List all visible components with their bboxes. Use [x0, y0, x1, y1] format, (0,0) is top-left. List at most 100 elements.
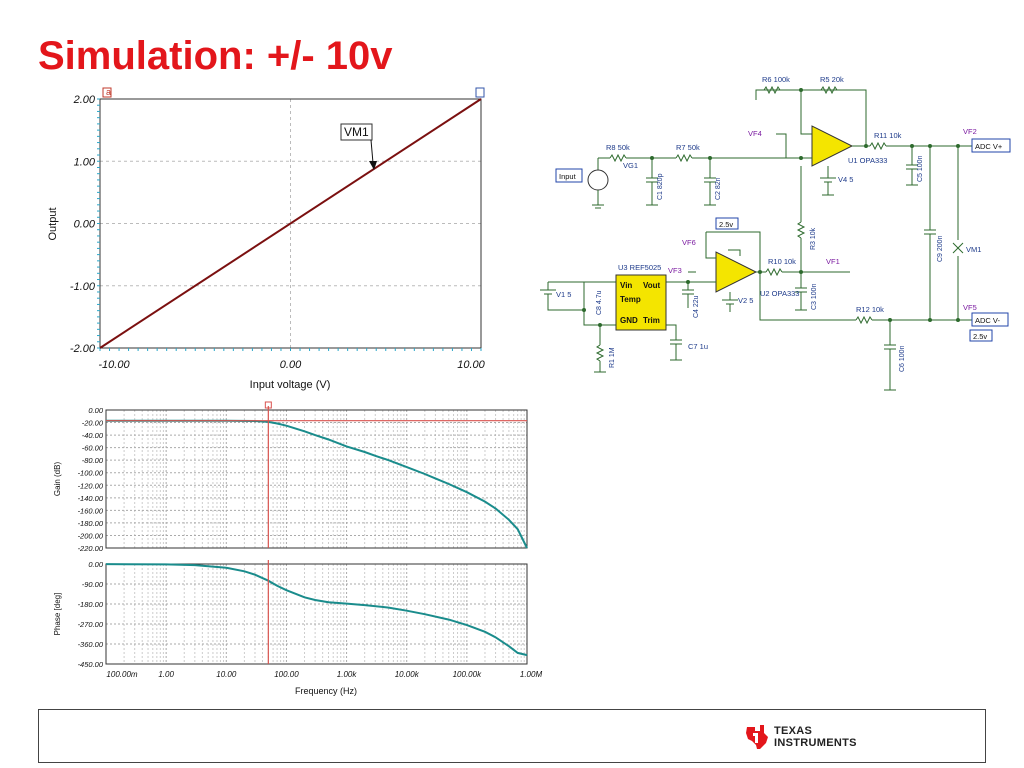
label-r3: R3 10k — [810, 227, 817, 250]
label-v2: V2 5 — [738, 296, 753, 305]
label-vf4: VF4 — [748, 129, 762, 138]
vm1-series-line — [99, 98, 482, 349]
label-vm1-schematic: VM1 — [966, 245, 981, 254]
y-tick-label: -60.00 — [82, 444, 104, 453]
label-c4: C4 22u — [693, 295, 700, 318]
pin-vin: Vin — [620, 281, 632, 290]
vm1-annotation: VM1 — [340, 123, 377, 170]
label-u3: U3 REF5025 — [618, 263, 661, 272]
label-c8: C8 4.7u — [596, 290, 603, 315]
label-vf6: VF6 — [682, 238, 696, 247]
gain-cursor[interactable] — [106, 401, 527, 548]
label-c9: C9 200n — [937, 235, 944, 262]
label-vf1: VF1 — [826, 257, 840, 266]
label-adc-vminus: ADC V- — [975, 316, 1001, 325]
phase-chart-ticks: 0.00-90.00-180.00-270.00-360.00-450.0010… — [78, 560, 543, 679]
y-tick-label: -20.00 — [82, 419, 104, 428]
footer-box — [38, 709, 986, 763]
label-r8: R8 50k — [606, 143, 630, 152]
y-tick-label: 0.00 — [88, 406, 103, 415]
x-tick-label: 100.00 — [274, 670, 299, 679]
cursor-handle[interactable] — [264, 401, 272, 409]
vm1-annotation-label: VM1 — [344, 125, 369, 139]
gain-chart-ylabel: Gain (dB) — [53, 462, 62, 497]
x-tick-label: 10.00k — [395, 670, 420, 679]
y-tick-label: -160.00 — [78, 506, 104, 515]
label-c6: C6 100n — [899, 345, 906, 372]
dc-x-tick-label: 0.00 — [280, 359, 302, 371]
y-tick-label: -100.00 — [78, 469, 104, 478]
label-c5: C5 100n — [917, 155, 924, 182]
slide-title: Simulation: +/- 10v — [38, 34, 393, 78]
label-r7: R7 50k — [676, 143, 700, 152]
dc-chart-ylabel: Output — [47, 207, 59, 240]
label-r10: R10 10k — [768, 257, 796, 266]
dc-y-tick-label: 2.00 — [73, 94, 96, 106]
pin-gnd: GND — [620, 316, 638, 325]
phase-series-line — [105, 563, 528, 657]
label-vf2: VF2 — [963, 127, 977, 136]
label-c1: C1 820p — [657, 173, 664, 200]
dc-chart-cursors: a — [102, 87, 485, 98]
label-adc-vplus: ADC V+ — [975, 142, 1003, 151]
x-tick-label: 100.00m — [106, 670, 137, 679]
x-tick-label: 1.00k — [337, 670, 358, 679]
x-tick-label: 1.00M — [520, 670, 543, 679]
y-tick-label: -200.00 — [78, 531, 104, 540]
label-input: Input — [559, 172, 577, 181]
label-vg1: VG1 — [623, 161, 638, 170]
label-vf5: VF5 — [963, 303, 977, 312]
schematic-wires — [540, 85, 972, 391]
frequency-axis-label: Frequency (Hz) — [295, 686, 357, 696]
dc-x-tick-label: -10.00 — [98, 359, 130, 371]
ti-wordmark-line-2: INSTRUMENTS — [774, 737, 857, 749]
pin-temp: Temp — [620, 295, 641, 304]
x-tick-label: 10.00 — [216, 670, 237, 679]
dc-chart-xlabel: Input voltage (V) — [250, 379, 331, 391]
label-v1: V1 5 — [556, 290, 571, 299]
vm1-voltmeter-icon — [952, 242, 964, 254]
dc-y-tick-label: -2.00 — [70, 343, 96, 355]
label-r6: R6 100k — [762, 75, 790, 84]
y-tick-label: -40.00 — [82, 431, 104, 440]
dc-y-tick-label: -1.00 — [70, 281, 96, 293]
y-tick-label: -450.00 — [78, 660, 104, 669]
pin-trim: Trim — [643, 316, 660, 325]
label-r12: R12 10k — [856, 305, 884, 314]
ref5025-chip[interactable] — [615, 274, 667, 331]
y-tick-label: -90.00 — [82, 580, 104, 589]
texas-instruments-logo: TEXAS INSTRUMENTS — [744, 722, 857, 752]
junction-dots — [582, 88, 960, 327]
gain-chart-ticks: 0.00 -20.00 -40.00 -60.00 -80.00 -100.00 -120.… — [78, 406, 104, 553]
cursor-b-marker[interactable] — [475, 87, 485, 98]
x-tick-label: 100.00k — [453, 670, 482, 679]
cursor-a-marker[interactable]: a — [106, 87, 111, 97]
label-vf3: VF3 — [668, 266, 682, 275]
phase-chart-grid — [105, 563, 527, 665]
y-tick-label: 0.00 — [88, 560, 103, 569]
pin-vout: Vout — [643, 281, 661, 290]
label-r11: R11 10k — [874, 131, 902, 140]
dc-y-tick-label: 0.00 — [74, 219, 96, 231]
dc-y-tick-label: 1.00 — [74, 156, 96, 168]
phase-chart-frame — [105, 563, 528, 665]
ti-state-icon — [746, 725, 768, 749]
y-tick-label: -270.00 — [78, 620, 104, 629]
y-tick-label: -180.00 — [78, 600, 104, 609]
gain-chart-grid — [105, 409, 527, 549]
label-adcm-2v5: 2.5v — [973, 332, 987, 341]
gain-chart-frame — [105, 409, 528, 549]
label-v4: V4 5 — [838, 175, 853, 184]
x-tick-label: 1.00 — [158, 670, 174, 679]
y-tick-label: -220.00 — [78, 544, 104, 553]
label-u2: U2 OPA333 — [760, 289, 799, 298]
label-r1: R1 1M — [609, 347, 616, 368]
label-ref-2v5: 2.5v — [719, 220, 733, 229]
phase-chart-ylabel: Phase [deg] — [53, 593, 62, 636]
y-tick-label: -80.00 — [82, 456, 104, 465]
gain-series-line — [106, 419, 528, 549]
dc-chart-ticks: 2.00 1.00 0.00 -1.00 -2.00-10.00 0.00 10.00 — [70, 94, 486, 371]
